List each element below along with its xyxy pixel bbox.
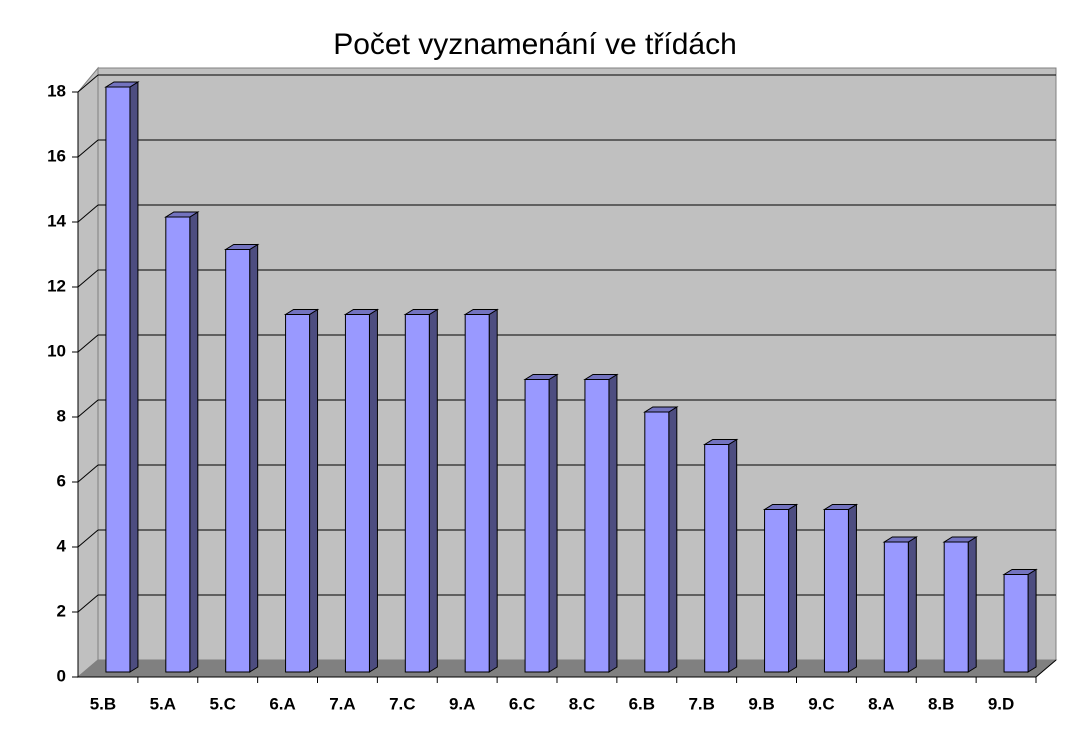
bar-side [488,308,498,673]
bar-front [823,509,849,673]
bar-front [404,314,430,673]
bar-front [285,314,311,673]
y-tick-label: 2 [57,601,66,620]
x-tick-label: 8.B [928,694,954,713]
bar-side [847,503,857,673]
bar [643,406,679,673]
bar-side [129,81,139,673]
y-tick-label: 6 [57,471,66,490]
bar-side [967,536,977,673]
bar [283,308,320,673]
x-tick-label: 8.A [868,694,894,713]
bar-front [464,314,490,673]
x-tick-label: 7.A [329,694,355,713]
bar-front [105,86,131,673]
bar [223,243,260,673]
bar [882,536,919,673]
x-tick-label: 5.A [150,694,176,713]
x-tick-label: 7.C [389,694,415,713]
grid-line-side [77,399,99,418]
bar [164,211,200,673]
bar-side [189,211,199,673]
y-tick-label: 18 [47,81,66,100]
y-tick-label: 16 [47,146,66,165]
grid-line-side [77,74,99,93]
bar-side [788,503,798,673]
bar-front [943,541,969,673]
x-tick-label: 9.C [808,694,834,713]
grid-line-side [77,269,99,288]
y-tick-label: 8 [57,406,66,425]
bar [343,308,380,673]
x-tick-label: 9.B [748,694,774,713]
y-tick-label: 0 [57,666,66,685]
y-tick-label: 14 [47,211,66,230]
x-tick-label: 6.B [629,694,655,713]
bar-side [728,438,738,673]
bar-side [309,308,319,673]
bar-side [907,536,917,673]
bar-front [524,379,550,673]
bar-front [165,216,191,673]
chart-title: Počet vyznamenání ve třídách [333,28,737,61]
bar [583,373,619,673]
x-tick-label: 7.B [688,694,714,713]
bar-side [249,243,259,673]
bar-front [704,444,730,673]
bar [104,81,140,673]
bar-front [225,249,251,673]
bar [1002,568,1038,673]
bar-front [883,541,909,673]
x-tick-label: 6.A [269,694,295,713]
bar-front [584,379,610,673]
y-tick-label: 10 [47,341,66,360]
bar-side [368,308,378,673]
y-tick-label: 4 [57,536,67,555]
grid-line-side [77,464,99,483]
x-tick-label: 6.C [509,694,535,713]
x-tick-label: 5.B [90,694,116,713]
bar [702,438,739,673]
bar-side [548,373,558,673]
side-wall [77,66,99,679]
bar-front [344,314,370,673]
grid-line-side [77,594,99,613]
x-axis-depth [1035,659,1057,678]
x-tick-label: 5.C [209,694,235,713]
bar-front [1003,574,1029,673]
x-tick-label: 9.A [449,694,475,713]
bar [822,503,859,673]
bar-side [1027,568,1037,673]
bar [523,373,559,673]
grid-line-side [77,139,99,158]
x-tick-label: 8.C [569,694,595,713]
bar-side [608,373,618,673]
grid-line-side [77,529,99,548]
bar [403,308,440,673]
grid-line-side [77,204,99,223]
bar-front [764,509,790,673]
bar [762,503,799,673]
y-tick-label: 12 [47,276,66,295]
x-tick-label: 9.D [988,694,1014,713]
bar-side [668,406,678,673]
bar [942,536,978,673]
bar-side [428,308,438,673]
bar-front [644,411,670,673]
grid-line-side [77,334,99,353]
bar [463,308,499,673]
